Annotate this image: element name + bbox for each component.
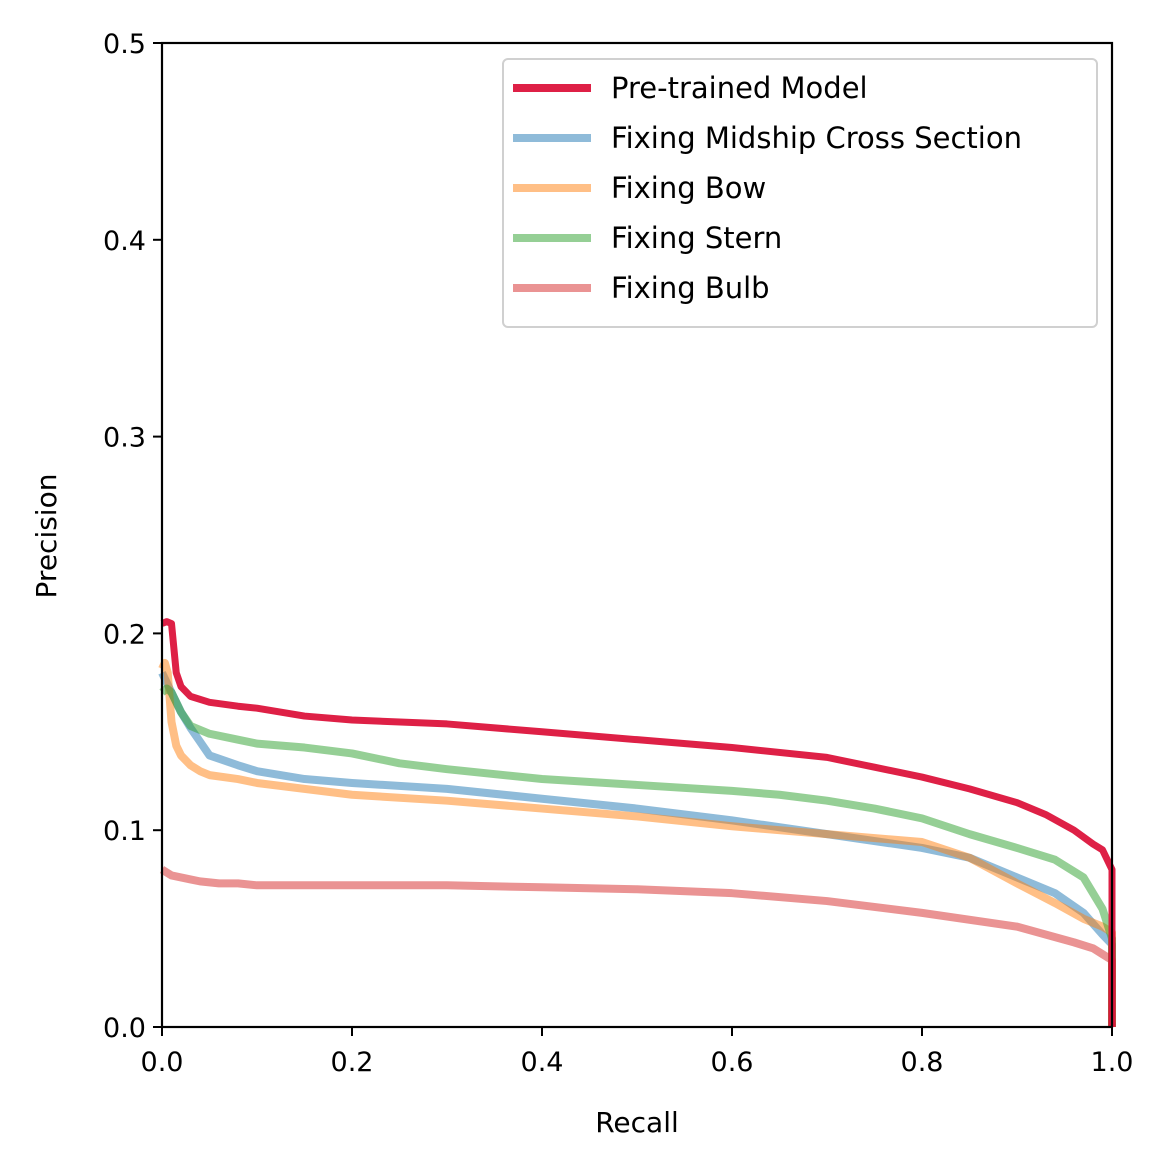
series-line-pre-trained-model — [160, 618, 1116, 1027]
y-tick-label: 0.0 — [103, 1013, 146, 1044]
x-tick-label: 0.8 — [901, 1047, 944, 1078]
x-tick-label: 1.0 — [1091, 1047, 1134, 1078]
series-line-fixing-stern — [159, 684, 1116, 1027]
series-line-fixing-midship-cross-section — [158, 671, 1116, 1027]
series-line-fixing-bow — [158, 658, 1116, 1027]
axes-layer — [160, 41, 1114, 1029]
y-tick-label: 0.3 — [103, 423, 146, 454]
legend-label: Fixing Midship Cross Section — [611, 121, 1022, 155]
legend-label: Fixing Stern — [611, 221, 782, 255]
legend-item-fixing-bulb: Fixing Bulb — [513, 271, 770, 305]
legend-label: Fixing Bulb — [611, 271, 770, 305]
plot-frame — [160, 41, 1114, 1029]
x-tick-label: 0.4 — [521, 1047, 564, 1078]
x-tick-label: 0.6 — [711, 1047, 754, 1078]
x-tick-label: 0.2 — [331, 1047, 374, 1078]
legend-label: Pre-trained Model — [611, 71, 868, 105]
series-line-fixing-bulb — [159, 866, 1116, 1027]
y-tick-label: 0.2 — [103, 619, 146, 650]
y-tick-label: 0.4 — [103, 226, 146, 257]
y-axis-label: Precision — [30, 474, 63, 599]
legend: Pre-trained Model Fixing Midship Cross Se… — [502, 58, 1098, 328]
x-tick-label: 0.0 — [141, 1047, 184, 1078]
y-tick-label: 0.1 — [103, 816, 146, 847]
legend-item-pre-trained-model: Pre-trained Model — [513, 71, 868, 105]
legend-item-fixing-midship-cross-section: Fixing Midship Cross Section — [513, 121, 1022, 155]
series-layer — [158, 618, 1116, 1027]
ticks-layer: 0.0 0.2 0.4 0.6 0.8 1.0 0.0 0.1 0.2 0.3 0.4 0.5 — [103, 29, 1133, 1078]
legend-item-fixing-stern: Fixing Stern — [513, 221, 782, 255]
legend-box — [502, 58, 1098, 328]
x-axis-label: Recall — [595, 1106, 679, 1139]
legend-item-fixing-bow: Fixing Bow — [513, 171, 766, 205]
legend-label: Fixing Bow — [611, 171, 766, 205]
y-tick-label: 0.5 — [103, 29, 146, 60]
